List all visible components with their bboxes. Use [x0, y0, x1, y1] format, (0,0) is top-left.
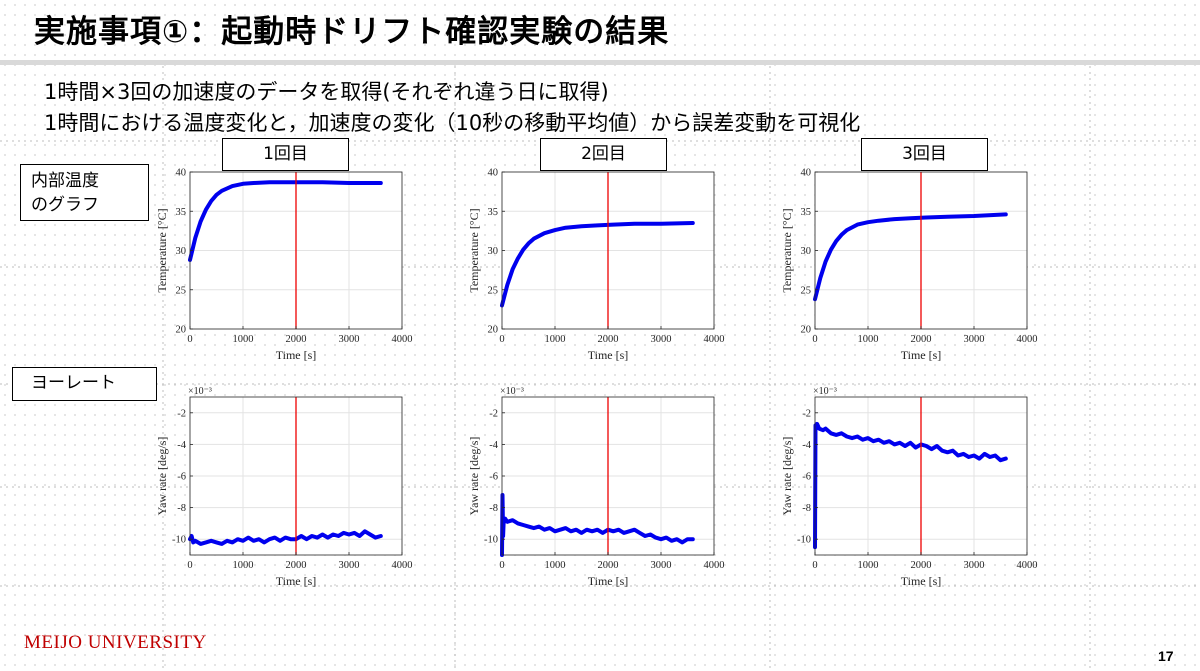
axis-label-y: Temperature [°C]: [467, 208, 481, 292]
tick-label-x: 3000: [339, 560, 360, 571]
tick-label-x: 3000: [964, 560, 985, 571]
tick-label-x: 0: [499, 560, 504, 571]
chart-yaw-2: 0 1000 2000 3000 4000 -2 -4 -6 -8 -10 ×10⁻³ Time [s…: [467, 386, 725, 588]
axis-exponent: ×10⁻³: [813, 386, 837, 397]
tick-label-x: 4000: [704, 560, 725, 571]
tick-label-y: 25: [801, 285, 812, 296]
bullet-1: 1時間×3回の加速度のデータを取得(それぞれ違う日に取得): [44, 80, 609, 104]
page-number: 17: [1158, 648, 1174, 664]
axis-label-y: Yaw rate [deg/s]: [467, 437, 481, 516]
axis-label-y: Yaw rate [deg/s]: [780, 437, 794, 516]
axis-exponent: ×10⁻³: [500, 386, 524, 397]
tick-label-y: 40: [801, 168, 812, 179]
tick-label-x: 1000: [233, 560, 254, 571]
tick-label-x: 0: [812, 334, 817, 345]
tick-label-x: 2000: [911, 334, 932, 345]
tick-label-x: 0: [812, 560, 817, 571]
slide-title: 実施事項①：起動時ドリフト確認実験の結果: [34, 14, 670, 50]
tick-label-x: 0: [187, 560, 192, 571]
run-label-1: 1回目: [222, 138, 349, 171]
tick-label-x: 4000: [392, 334, 413, 345]
axis-label-x: Time [s]: [588, 348, 629, 362]
axis-label-x: Time [s]: [901, 574, 942, 588]
tick-label-x: 3000: [651, 334, 672, 345]
tick-label-y: -8: [177, 503, 186, 514]
axis-label-y: Yaw rate [deg/s]: [155, 437, 169, 516]
tick-label-y: -6: [177, 472, 186, 483]
chart-temp-1: 0 1000 2000 3000 4000 20 25 30 35 40 Time [s] Tempe…: [155, 168, 413, 363]
axis-label-y: Temperature [°C]: [780, 208, 794, 292]
tick-label-y: 20: [801, 325, 812, 336]
tick-label-y: 40: [176, 168, 187, 179]
tick-label-y: 30: [801, 246, 812, 257]
chart-yaw-1: 0 1000 2000 3000 4000 -2 -4 -6 -8 -10 ×10⁻³ Time [s…: [155, 386, 413, 588]
tick-label-y: -4: [489, 440, 498, 451]
tick-label-y: 35: [176, 207, 187, 218]
row-label-yaw-rate: ヨーレート: [12, 367, 157, 401]
tick-label-x: 4000: [392, 560, 413, 571]
tick-label-x: 1000: [233, 334, 254, 345]
axis-label-x: Time [s]: [276, 574, 317, 588]
axis-label-x: Time [s]: [588, 574, 629, 588]
tick-label-y: 25: [176, 285, 187, 296]
series-line-0: [188, 180, 383, 262]
tick-label-x: 1000: [545, 334, 566, 345]
tick-label-x: 2000: [286, 560, 307, 571]
tick-label-y: 30: [488, 246, 499, 257]
tick-label-y: 40: [488, 168, 499, 179]
tick-label-y: -2: [802, 408, 811, 419]
axis-exponent: ×10⁻³: [188, 386, 212, 397]
tick-label-x: 0: [187, 334, 192, 345]
axis-label-x: Time [s]: [276, 348, 317, 362]
tick-label-x: 3000: [651, 560, 672, 571]
bullet-2: 1時間における温度変化と，加速度の変化（10秒の移動平均値）から誤差変動を可視化: [44, 111, 861, 135]
chart-temp-3: 0 1000 2000 3000 4000 20 25 30 35 40 Time [s] Tempe…: [780, 168, 1038, 363]
title-divider: [0, 60, 1200, 65]
tick-label-x: 0: [499, 334, 504, 345]
tick-label-y: 20: [488, 325, 499, 336]
tick-label-y: -2: [177, 408, 186, 419]
tick-label-x: 4000: [1017, 560, 1038, 571]
tick-label-y: -6: [802, 472, 811, 483]
chart-temp-2: 0 1000 2000 3000 4000 20 25 30 35 40 Time [s] Tempe…: [467, 168, 725, 363]
tick-label-y: -8: [489, 503, 498, 514]
tick-label-x: 2000: [286, 334, 307, 345]
run-label-3: 3回目: [861, 138, 988, 171]
tick-label-y: -8: [802, 503, 811, 514]
tick-label-y: -10: [484, 535, 498, 546]
row-label-temperature: 内部温度 のグラフ: [20, 164, 149, 221]
tick-label-x: 2000: [911, 560, 932, 571]
tick-label-y: -4: [802, 440, 811, 451]
tick-label-y: -10: [797, 535, 811, 546]
tick-label-x: 1000: [858, 560, 879, 571]
tick-label-y: 35: [488, 207, 499, 218]
footer-university: MEIJO UNIVERSITY: [24, 632, 207, 653]
tick-label-y: -2: [489, 408, 498, 419]
run-label-2: 2回目: [540, 138, 667, 171]
tick-label-y: 30: [176, 246, 187, 257]
axis-label-y: Temperature [°C]: [155, 208, 169, 292]
tick-label-x: 3000: [339, 334, 360, 345]
tick-label-x: 1000: [858, 334, 879, 345]
tick-label-y: 35: [801, 207, 812, 218]
axis-label-x: Time [s]: [901, 348, 942, 362]
tick-label-x: 4000: [704, 334, 725, 345]
chart-yaw-3: 0 1000 2000 3000 4000 -2 -4 -6 -8 -10 ×10⁻³ Time [s…: [780, 386, 1038, 588]
tick-label-x: 2000: [598, 334, 619, 345]
tick-label-x: 2000: [598, 560, 619, 571]
tick-label-x: 1000: [545, 560, 566, 571]
tick-label-y: 25: [488, 285, 499, 296]
tick-label-y: -6: [489, 472, 498, 483]
tick-label-x: 4000: [1017, 334, 1038, 345]
series-line-0: [813, 212, 1008, 302]
tick-label-y: 20: [176, 325, 187, 336]
series-line-0: [500, 221, 695, 308]
tick-label-y: -4: [177, 440, 186, 451]
tick-label-y: -10: [172, 535, 186, 546]
tick-label-x: 3000: [964, 334, 985, 345]
